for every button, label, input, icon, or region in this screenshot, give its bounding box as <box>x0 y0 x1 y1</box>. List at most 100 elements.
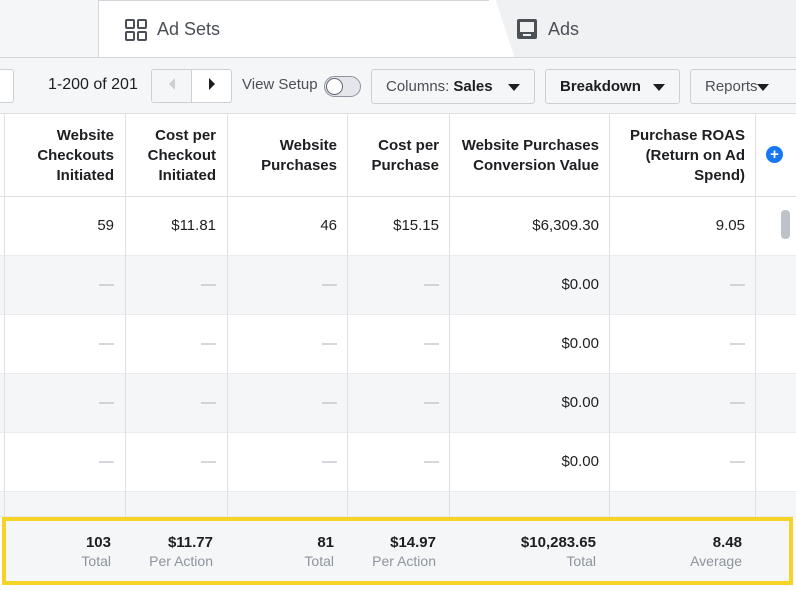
total-sub: Per Action <box>149 553 213 569</box>
cell-roas: 9.05 <box>715 217 745 234</box>
total-value: $14.97 <box>390 534 436 551</box>
view-setup-toggle[interactable] <box>324 76 361 97</box>
columns-label: Columns: <box>386 78 450 95</box>
header-line: Website Purchases <box>461 137 599 154</box>
header-website-purchases-conversion-value[interactable]: Website Purchases Conversion Value <box>462 136 599 176</box>
header-purchase-roas[interactable]: Purchase ROAS (Return on Ad Spend) <box>630 126 745 186</box>
header-line: Checkouts <box>37 147 114 164</box>
table-row: — — — — $0.00 — <box>0 315 796 374</box>
total-checkouts: 103 Total <box>81 534 111 569</box>
total-roas: 8.48 Average <box>690 534 742 569</box>
cell-checkouts: — <box>99 335 114 352</box>
table-row: — — — — $0.00 — <box>0 374 796 433</box>
caret-down-icon <box>653 84 665 91</box>
chevron-left-icon <box>168 77 176 95</box>
cell-cost-per-checkout: — <box>201 453 216 470</box>
reports-button[interactable]: Reports <box>690 69 796 104</box>
add-column-plus-icon[interactable]: + <box>766 146 783 163</box>
tab-bar: Ad Sets Ads <box>0 0 796 58</box>
reports-label: Reports <box>705 78 758 95</box>
cell-roas: — <box>730 394 745 411</box>
caret-down-icon <box>757 84 769 91</box>
cell-cost-per-checkout: — <box>201 276 216 293</box>
cell-cost-per-checkout: — <box>201 394 216 411</box>
cell-purchases: — <box>322 453 337 470</box>
breakdown-button[interactable]: Breakdown <box>545 69 680 104</box>
prev-page-button[interactable] <box>152 70 192 102</box>
cell-checkouts: — <box>99 453 114 470</box>
cell-purchases: — <box>322 335 337 352</box>
pagination-range: 1-200 of 201 <box>48 76 138 93</box>
header-line: Initiated <box>158 167 216 184</box>
total-sub: Average <box>690 553 742 569</box>
header-website-checkouts-initiated[interactable]: Website Checkouts Initiated <box>37 126 114 186</box>
total-sub: Total <box>81 553 111 569</box>
header-line: Purchases <box>261 157 337 174</box>
cell-conversion-value: $0.00 <box>561 394 599 411</box>
cell-cost-per-purchase: — <box>424 453 439 470</box>
cell-checkouts: — <box>99 394 114 411</box>
total-cost-per-checkout: $11.77 Per Action <box>149 534 213 569</box>
tab-ads-label: Ads <box>548 18 580 39</box>
header-line: Cost per <box>378 137 439 154</box>
header-line: Website <box>56 127 114 144</box>
tab-ad-sets-label: Ad Sets <box>157 19 221 39</box>
cell-cost-per-purchase: — <box>424 276 439 293</box>
cell-cost-per-checkout: — <box>201 335 216 352</box>
total-value: 81 <box>317 534 334 551</box>
total-sub: Per Action <box>372 553 436 569</box>
cell-roas: — <box>730 453 745 470</box>
breakdown-label: Breakdown <box>560 78 641 95</box>
total-cost-per-purchase: $14.97 Per Action <box>372 534 436 569</box>
header-line: Initiated <box>56 167 114 184</box>
toggle-knob <box>326 78 343 95</box>
column-divider <box>609 114 610 584</box>
totals-row: 103 Total $11.77 Per Action 81 Total $14… <box>2 517 793 585</box>
table-row: 59 $11.81 46 $15.15 $6,309.30 9.05 <box>0 197 796 256</box>
cell-conversion-value: $0.00 <box>561 335 599 352</box>
cell-purchases: — <box>322 276 337 293</box>
cell-roas: — <box>730 276 745 293</box>
cell-purchases: 46 <box>320 217 337 234</box>
header-line: Purchase ROAS <box>629 127 745 144</box>
cell-purchases: — <box>322 394 337 411</box>
cell-conversion-value: $0.00 <box>561 276 599 293</box>
header-line: Conversion Value <box>473 157 599 174</box>
total-conversion-value: $10,283.65 Total <box>521 534 596 569</box>
tab-campaigns-partial[interactable] <box>0 0 115 58</box>
column-divider <box>227 114 228 584</box>
tab-ad-sets[interactable]: Ad Sets <box>98 0 518 58</box>
total-value: $11.77 <box>167 534 213 551</box>
tab-ads[interactable]: Ads <box>495 0 796 58</box>
columns-button[interactable]: Columns: Sales <box>371 69 535 104</box>
next-page-button[interactable] <box>192 70 231 102</box>
total-sub: Total <box>566 553 596 569</box>
header-cost-per-checkout-initiated[interactable]: Cost per Checkout Initiated <box>148 126 216 186</box>
header-line: Checkout <box>147 147 216 164</box>
header-line: Website <box>279 137 337 154</box>
pager <box>151 69 232 103</box>
header-cost-per-purchase[interactable]: Cost per Purchase <box>371 136 439 176</box>
cell-conversion-value: $6,309.30 <box>532 217 599 234</box>
column-divider <box>347 114 348 584</box>
table-row: — — — — $0.00 — <box>0 256 796 315</box>
cell-checkouts: — <box>99 276 114 293</box>
header-line: Cost per <box>155 127 216 144</box>
vertical-scrollbar[interactable] <box>781 210 790 239</box>
header-line: Spend) <box>694 167 745 184</box>
tab-divider <box>0 57 796 58</box>
cell-checkouts: 59 <box>97 217 114 234</box>
cell-cost-per-checkout: $11.81 <box>171 217 216 234</box>
view-setup-label: View Setup <box>242 76 318 93</box>
header-line: (Return on Ad <box>645 147 745 164</box>
table-header: Website Checkouts Initiated Cost per Che… <box>0 114 796 197</box>
cell-cost-per-purchase: — <box>424 394 439 411</box>
column-divider <box>4 114 5 584</box>
header-website-purchases[interactable]: Website Purchases <box>261 136 337 176</box>
left-control-stub[interactable] <box>0 69 14 103</box>
ad-monitor-icon <box>515 17 539 41</box>
chevron-right-icon <box>208 77 216 95</box>
column-divider <box>125 114 126 584</box>
total-value: $10,283.65 <box>520 534 596 551</box>
column-divider <box>755 114 756 584</box>
